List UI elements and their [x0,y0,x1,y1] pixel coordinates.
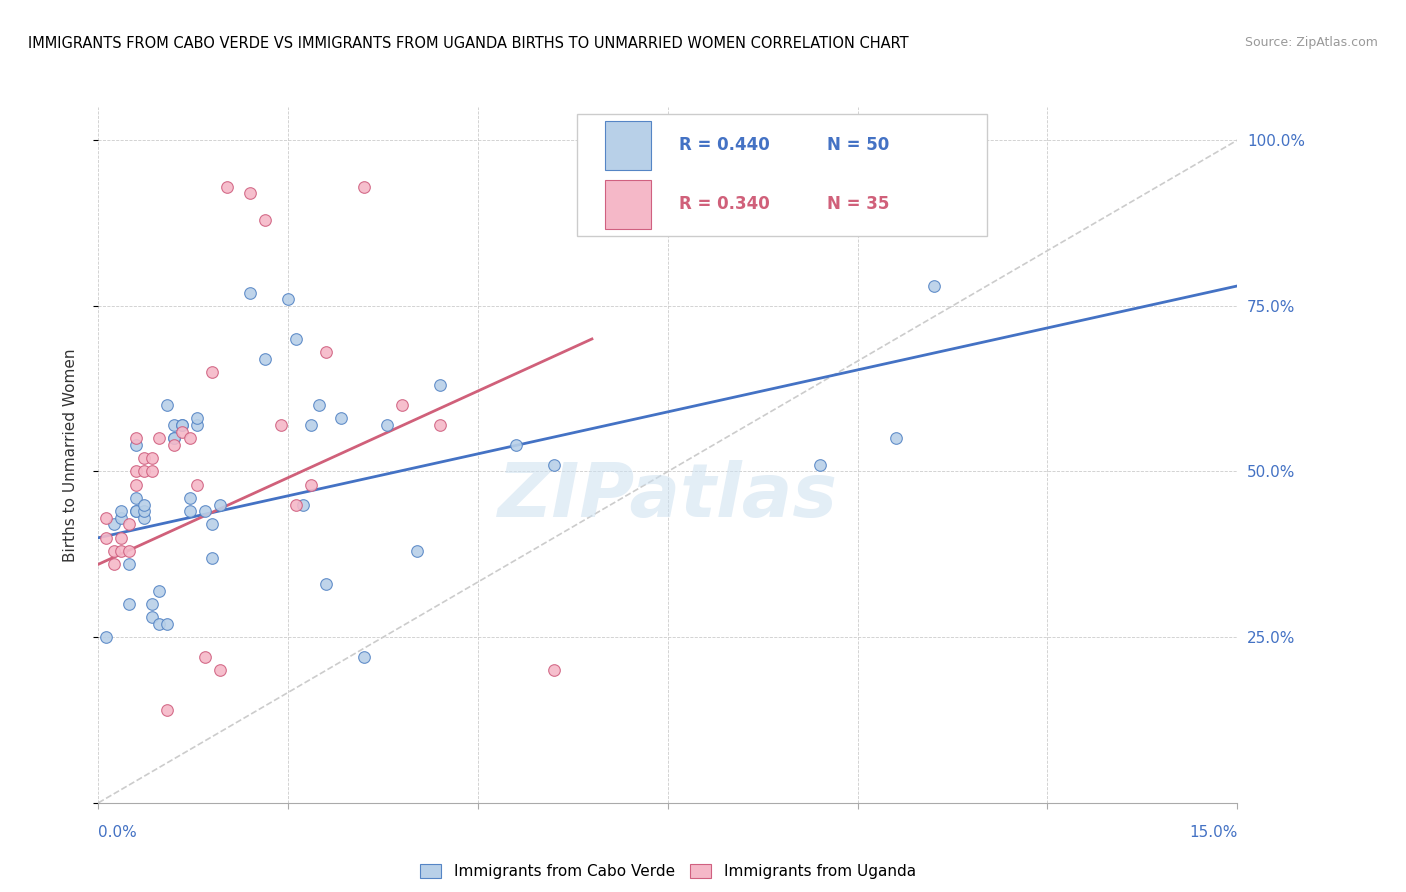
Point [125,491,148,505]
Text: IMMIGRANTS FROM CABO VERDE VS IMMIGRANTS FROM UGANDA BIRTHS TO UNMARRIED WOMEN C: IMMIGRANTS FROM CABO VERDE VS IMMIGRANTS… [28,36,908,51]
Point [179,431,201,445]
Point [94,630,117,644]
Point [110,511,132,525]
Point [217,179,239,194]
Point [94,511,117,525]
Point [163,438,186,452]
Y-axis label: Births to Unmarried Women: Births to Unmarried Women [63,348,77,562]
Point [132,498,155,512]
Point [292,498,315,512]
Point [277,292,299,306]
Point [170,418,193,433]
Point [179,504,201,518]
Point [353,650,375,665]
Point [132,451,155,466]
Point [353,179,375,194]
Point [125,438,148,452]
Point [141,451,163,466]
Point [148,583,170,598]
Point [299,418,322,433]
FancyBboxPatch shape [576,114,987,235]
Point [391,398,413,412]
Point [118,544,141,558]
Text: N = 50: N = 50 [827,136,890,154]
Point [110,504,132,518]
Point [884,431,907,445]
Point [132,511,155,525]
Point [208,663,231,677]
Point [125,504,148,518]
Point [125,431,148,445]
Point [201,517,224,532]
Point [284,332,307,346]
Point [406,544,429,558]
Point [170,425,193,439]
Point [315,577,337,591]
Point [132,504,155,518]
Point [156,703,179,717]
Point [429,378,451,392]
Point [308,398,330,412]
Point [179,491,201,505]
Point [254,351,277,366]
Text: 15.0%: 15.0% [1189,825,1237,840]
Point [543,663,565,677]
Point [808,458,831,472]
Point [156,398,179,412]
Point [156,616,179,631]
Point [141,465,163,479]
Point [118,517,141,532]
Point [148,431,170,445]
Point [201,550,224,565]
Point [103,558,125,572]
Point [270,418,292,433]
Point [254,212,277,227]
Point [284,498,307,512]
Text: N = 35: N = 35 [827,195,890,213]
Text: R = 0.440: R = 0.440 [679,136,770,154]
Point [125,504,148,518]
Point [186,418,208,433]
FancyBboxPatch shape [605,180,651,229]
Point [141,597,163,611]
Point [103,544,125,558]
Point [94,531,117,545]
Point [330,411,353,425]
Point [239,186,262,201]
Point [103,517,125,532]
Point [922,279,945,293]
Point [201,365,224,379]
Text: Source: ZipAtlas.com: Source: ZipAtlas.com [1244,36,1378,49]
Point [118,558,141,572]
Point [118,597,141,611]
Point [141,610,163,624]
Text: 0.0%: 0.0% [98,825,138,840]
Point [299,477,322,491]
Point [194,504,217,518]
Text: ZIPatlas: ZIPatlas [498,460,838,533]
FancyBboxPatch shape [605,121,651,169]
Point [429,418,451,433]
Point [163,418,186,433]
Point [132,465,155,479]
Text: R = 0.340: R = 0.340 [679,195,770,213]
Point [148,616,170,631]
Point [186,477,208,491]
Point [186,411,208,425]
Point [194,650,217,665]
Point [163,431,186,445]
Point [170,418,193,433]
Point [125,465,148,479]
Point [315,345,337,359]
Point [375,418,398,433]
Point [239,285,262,300]
Point [110,544,132,558]
Point [543,458,565,472]
Point [163,431,186,445]
Point [208,498,231,512]
Point [125,477,148,491]
Point [505,438,527,452]
Legend: Immigrants from Cabo Verde, Immigrants from Uganda: Immigrants from Cabo Verde, Immigrants f… [413,858,922,886]
Point [110,531,132,545]
